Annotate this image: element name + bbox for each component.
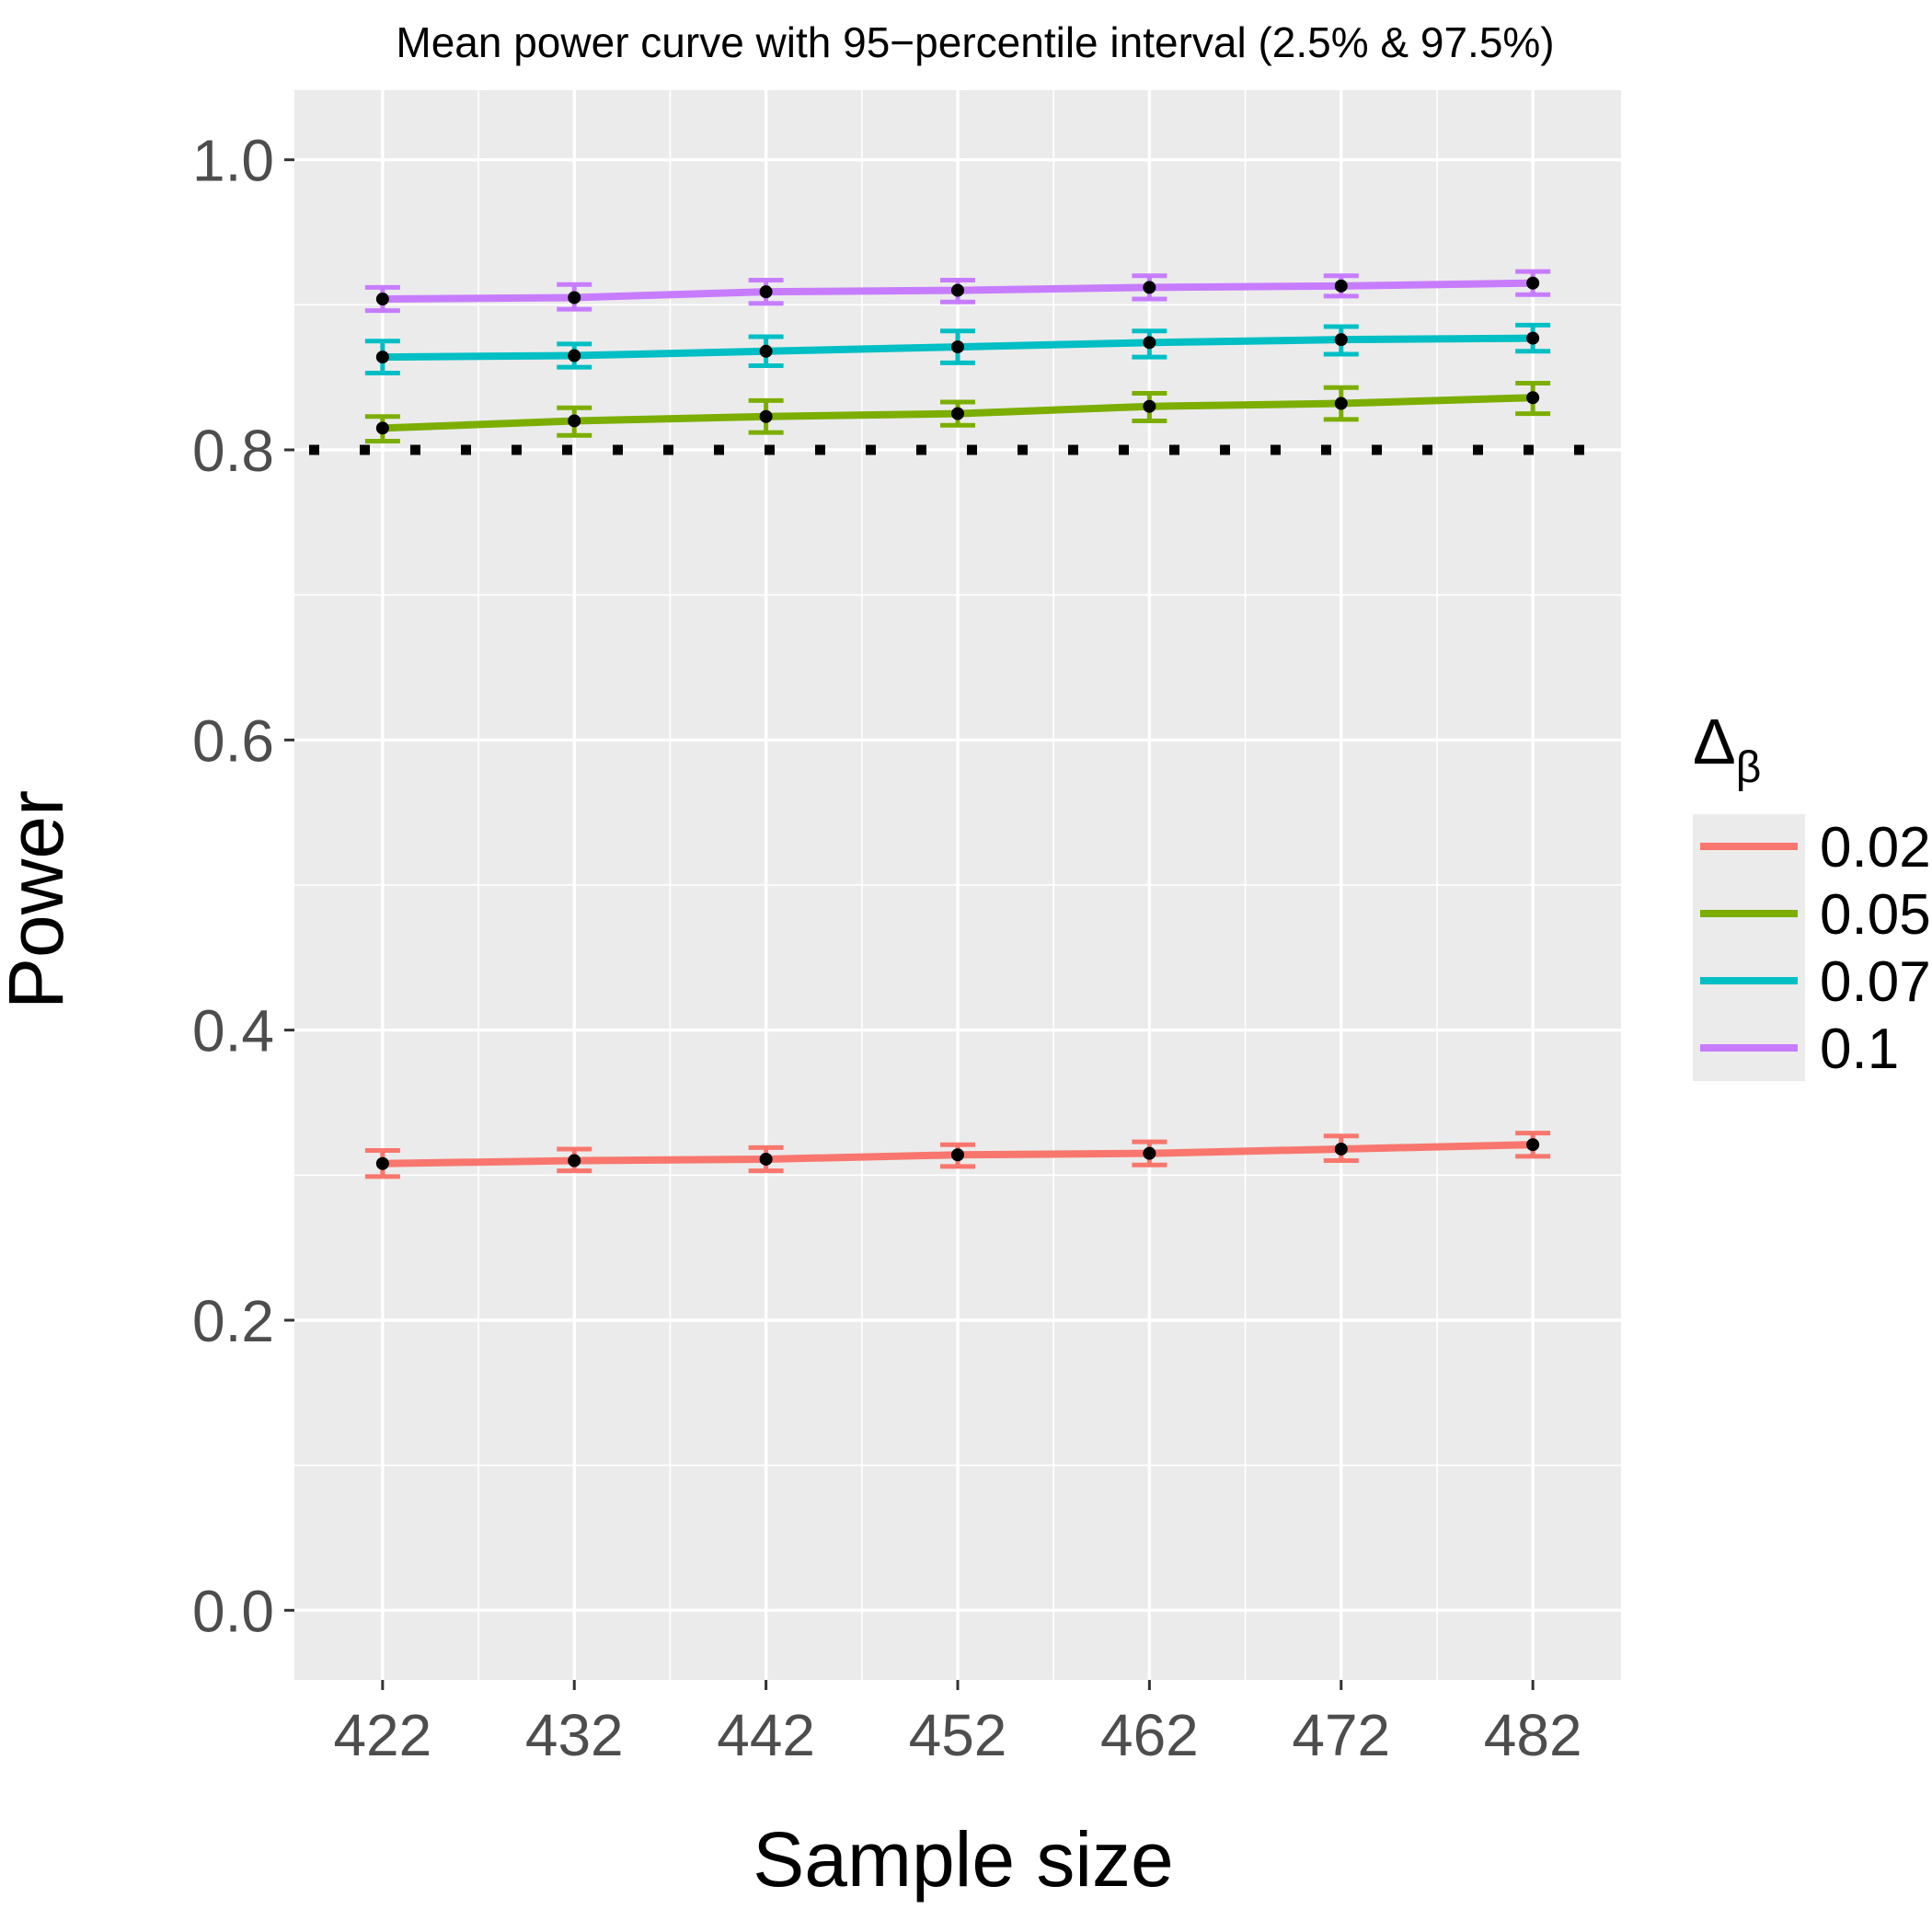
series-0.02	[364, 1131, 1551, 1179]
legend-item-0.1: 0.1	[1700, 1018, 1899, 1081]
plot-panel	[294, 90, 1621, 1680]
legend-items: 0.020.050.070.1	[1700, 816, 1931, 1081]
data-point	[951, 283, 964, 297]
y-axis-title: Power	[0, 790, 79, 1009]
legend-item-label: 0.02	[1820, 816, 1931, 880]
legend-item-label: 0.1	[1820, 1018, 1899, 1081]
legend-title-symbol: Δ	[1693, 706, 1736, 777]
x-tick-label: 482	[1484, 1702, 1582, 1768]
x-tick-label: 442	[717, 1702, 815, 1768]
data-point	[568, 349, 581, 362]
data-point	[1334, 333, 1348, 347]
x-axis-title: Sample size	[753, 1816, 1174, 1903]
data-point	[1334, 397, 1348, 410]
x-tick-label: 422	[333, 1702, 431, 1768]
y-tick-label: 0.4	[192, 998, 274, 1064]
series-0.05	[364, 380, 1551, 444]
legend-item-0.05: 0.05	[1700, 883, 1931, 947]
x-tick-label: 472	[1292, 1702, 1390, 1768]
legend-title-subscript: β	[1736, 743, 1762, 792]
series-layer	[364, 269, 1551, 1179]
data-point	[759, 1152, 773, 1166]
y-tick-label: 1.0	[192, 128, 274, 194]
data-point	[375, 421, 389, 435]
data-point	[759, 285, 773, 299]
data-point	[1143, 1146, 1156, 1160]
y-tick-label: 0.8	[192, 418, 274, 484]
x-tick-label: 462	[1100, 1702, 1199, 1768]
data-point	[951, 1148, 964, 1162]
y-tick-label: 0.0	[192, 1578, 274, 1644]
legend-item-label: 0.07	[1820, 950, 1931, 1014]
data-point	[568, 414, 581, 428]
data-point	[375, 351, 389, 364]
data-point	[1334, 279, 1348, 293]
x-tick-label: 432	[525, 1702, 624, 1768]
data-point	[1526, 276, 1540, 290]
y-tick-label: 0.6	[192, 707, 274, 774]
series-0.07	[364, 322, 1551, 375]
data-point	[1334, 1142, 1348, 1156]
legend-item-0.02: 0.02	[1700, 816, 1931, 880]
data-point	[568, 291, 581, 305]
legend-item-0.07: 0.07	[1700, 950, 1931, 1014]
data-point	[951, 407, 964, 420]
data-point	[759, 344, 773, 358]
data-point	[1143, 281, 1156, 294]
data-point	[1526, 1138, 1540, 1152]
data-point	[759, 409, 773, 423]
y-tick-label: 0.2	[192, 1288, 274, 1354]
data-point	[375, 1156, 389, 1170]
data-point	[1143, 399, 1156, 413]
data-point	[568, 1154, 581, 1167]
chart-title: Mean power curve with 95−percentile inte…	[396, 18, 1554, 66]
legend-key-background	[1693, 814, 1805, 1081]
data-point	[1526, 391, 1540, 405]
axes-layer: 0.0 0.2 0.4 0.6 0.8 1.0 422 432 442 452 462 472 482	[192, 128, 1582, 1768]
legend-title: Δβ	[1693, 706, 1761, 792]
legend: Δβ 0.020.050.070.1	[1693, 706, 1931, 1081]
data-point	[951, 340, 964, 354]
data-point	[1526, 331, 1540, 345]
data-point	[1143, 336, 1156, 350]
legend-item-label: 0.05	[1820, 883, 1931, 947]
data-point	[375, 293, 389, 306]
x-tick-label: 452	[909, 1702, 1007, 1768]
series-0.1	[364, 269, 1551, 314]
